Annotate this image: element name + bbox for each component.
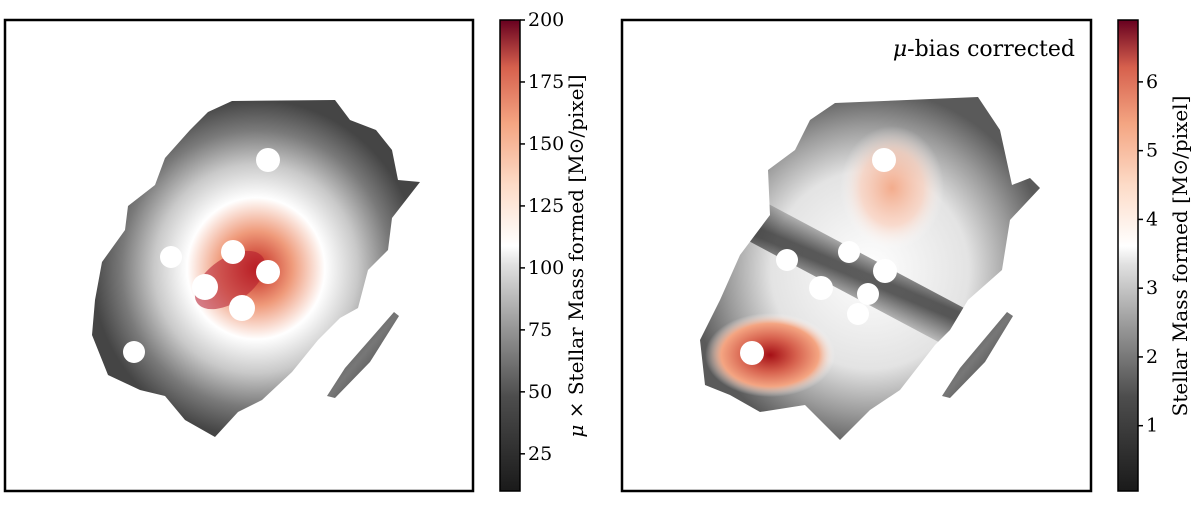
left-colorbar-tick-label: 125: [528, 195, 564, 217]
right-panel-annotation: μ-bias corrected: [893, 37, 1075, 62]
right-colorbar-tick-label: 4: [1146, 208, 1158, 230]
left-colorbar-tick-label: 175: [528, 71, 564, 93]
right-lower-starforming-region: [705, 313, 835, 397]
left-colorbar-ticks: 25 50 75 100 125 150 175 200: [520, 9, 564, 465]
right-colorbar-label: Stellar Mass formed [M⊙/pixel]: [1168, 96, 1192, 417]
right-colorbar-tick-label: 6: [1146, 71, 1158, 93]
right-colorbar-tick-label: 2: [1146, 346, 1158, 368]
right-colorbar-tick-label: 1: [1146, 415, 1158, 437]
left-colorbar-tick-label: 200: [528, 9, 564, 31]
right-galaxy-map: [700, 97, 1040, 440]
right-map-panel: [700, 97, 1040, 440]
right-masked-stars: [740, 148, 897, 365]
right-upper-starforming-region: [840, 126, 944, 250]
left-colorbar: 25 50 75 100 125 150 175 200 μ × Stellar Mass f…: [499, 9, 588, 492]
left-colorbar-tick-label: 100: [528, 257, 564, 279]
left-colorbar-tick-label: 75: [528, 319, 552, 341]
right-colorbar-ticks: 1 2 3 4 5 6: [1138, 71, 1158, 437]
left-masked-stars: [123, 148, 280, 363]
right-edge-on-galaxy: [942, 312, 1013, 398]
left-colorbar-tick-label: 50: [528, 381, 552, 403]
right-axes-frame: [620, 18, 1093, 493]
right-colorbar-tick-label: 5: [1146, 140, 1158, 162]
right-colorbar: 1 2 3 4 5 6 Stellar Mass formed [M⊙/pixel]: [1117, 19, 1192, 492]
left-colorbar-tick-label: 150: [528, 133, 564, 155]
right-colorbar-tick-label: 3: [1146, 277, 1158, 299]
left-axes-frame: [3, 18, 475, 493]
left-colorbar-tick-label: 25: [528, 443, 552, 465]
left-map-panel: [92, 100, 420, 437]
left-edge-on-galaxy: [327, 312, 399, 398]
left-colorbar-label: μ × Stellar Mass formed [M⊙/pixel]: [564, 74, 588, 437]
